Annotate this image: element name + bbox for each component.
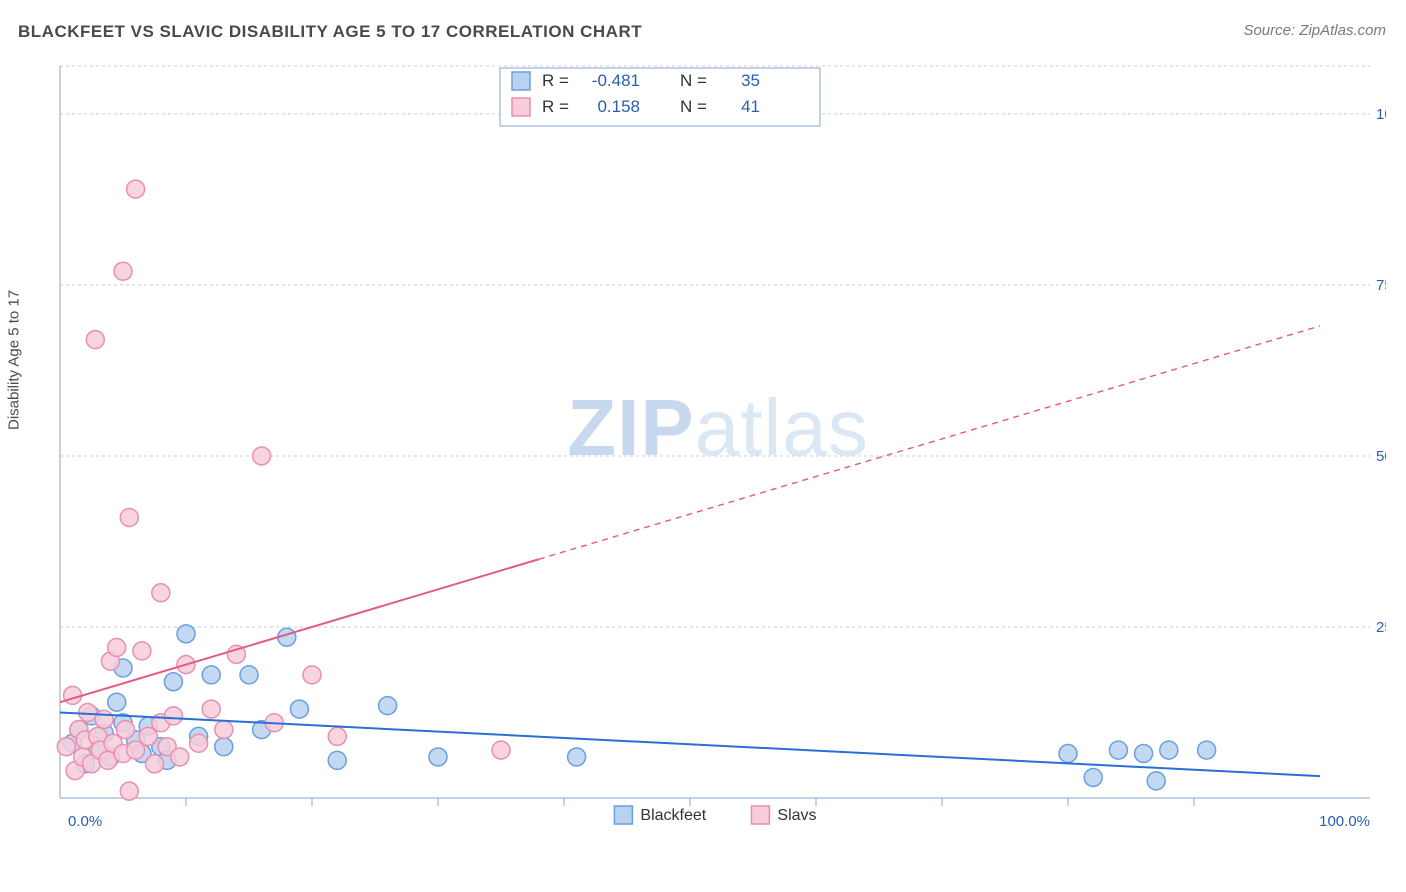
data-point — [1147, 772, 1165, 790]
stat-n-value: 41 — [741, 97, 760, 116]
stat-r-label: R = — [542, 97, 569, 116]
data-point — [120, 509, 138, 527]
data-point — [429, 748, 447, 766]
y-axis-label: Disability Age 5 to 17 — [6, 290, 23, 430]
data-point — [171, 748, 189, 766]
stat-r-value: 0.158 — [597, 97, 640, 116]
stat-r-label: R = — [542, 71, 569, 90]
data-point — [492, 741, 510, 759]
data-point — [1198, 741, 1216, 759]
data-point — [177, 625, 195, 643]
chart-title: BLACKFEET VS SLAVIC DISABILITY AGE 5 TO … — [18, 22, 642, 42]
legend-swatch — [614, 806, 632, 824]
x-tick-label: 100.0% — [1319, 813, 1370, 830]
y-tick-label: 75.0% — [1376, 277, 1386, 294]
stat-n-label: N = — [680, 97, 707, 116]
data-point — [1160, 741, 1178, 759]
trend-line — [60, 559, 539, 702]
data-point — [202, 700, 220, 718]
data-point — [240, 666, 258, 684]
legend-swatch — [751, 806, 769, 824]
y-tick-label: 25.0% — [1376, 619, 1386, 636]
data-point — [164, 707, 182, 725]
chart-svg: 25.0% 50.0% 75.0% 100.0% 0.0% 100.0% R = -0.481… — [50, 58, 1386, 888]
data-point — [253, 447, 271, 465]
scatter-plot: ZIPatlas 25.0%50.0%75.0%100.0%0.0%100.0%… — [50, 58, 1386, 828]
trend-line-dashed — [539, 326, 1320, 559]
y-tick-label: 50.0% — [1376, 448, 1386, 465]
stat-n-label: N = — [680, 71, 707, 90]
data-point — [190, 734, 208, 752]
legend-swatch — [512, 98, 530, 116]
data-point — [290, 700, 308, 718]
data-point — [108, 638, 126, 656]
legend-label: Slavs — [777, 807, 816, 824]
data-point — [164, 673, 182, 691]
data-point — [108, 693, 126, 711]
trend-line — [60, 712, 1320, 776]
source-attribution: Source: ZipAtlas.com — [1243, 22, 1386, 39]
x-tick-label: 0.0% — [68, 813, 102, 830]
data-point — [215, 721, 233, 739]
data-point — [57, 738, 75, 756]
data-point — [1135, 745, 1153, 763]
data-point — [133, 642, 151, 660]
data-point — [568, 748, 586, 766]
data-point — [127, 180, 145, 198]
data-point — [202, 666, 220, 684]
data-point — [1084, 768, 1102, 786]
stat-r-value: -0.481 — [592, 71, 640, 90]
legend-swatch — [512, 72, 530, 90]
data-point — [1059, 745, 1077, 763]
legend-label: Blackfeet — [640, 807, 706, 824]
y-tick-label: 100.0% — [1376, 106, 1386, 123]
data-point — [152, 584, 170, 602]
data-point — [64, 686, 82, 704]
data-point — [95, 710, 113, 728]
data-point — [328, 727, 346, 745]
data-point — [146, 755, 164, 773]
data-point — [86, 331, 104, 349]
data-point — [120, 782, 138, 800]
data-point — [117, 721, 135, 739]
data-point — [79, 703, 97, 721]
data-point — [379, 697, 397, 715]
data-point — [215, 738, 233, 756]
data-point — [328, 751, 346, 769]
data-point — [303, 666, 321, 684]
data-point — [114, 262, 132, 280]
stat-n-value: 35 — [741, 71, 760, 90]
data-point — [1109, 741, 1127, 759]
